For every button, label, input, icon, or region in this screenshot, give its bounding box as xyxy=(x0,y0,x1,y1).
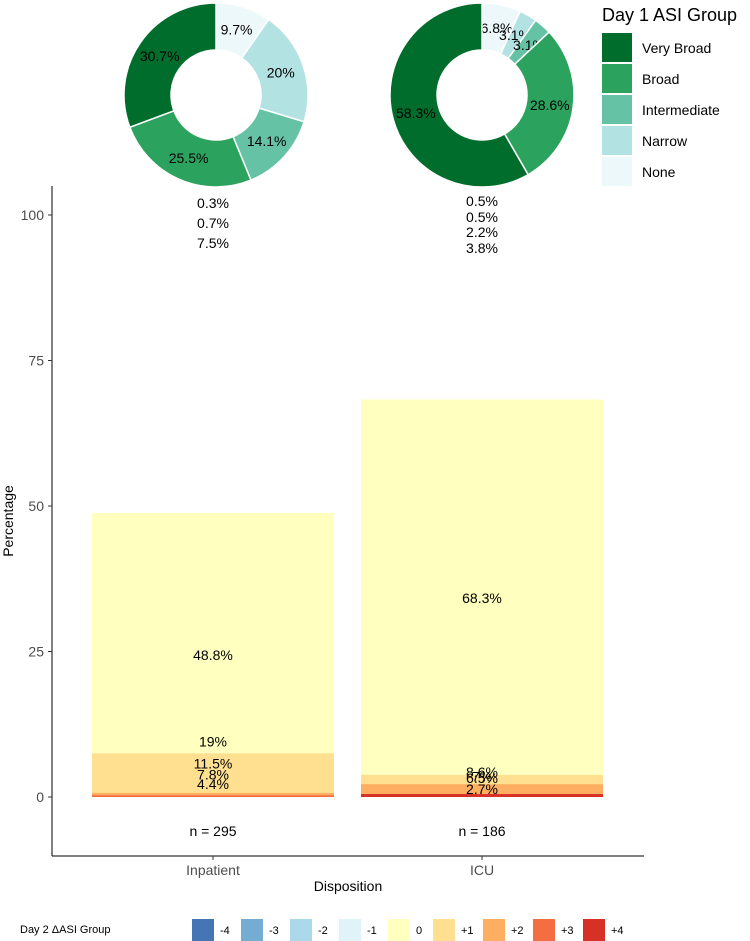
donut-legend-label-broad: Broad xyxy=(642,71,679,87)
bar-segment-label-icu-minus3: 6.5% xyxy=(466,770,498,786)
y-tick-label-25: 25 xyxy=(28,644,44,660)
bar-legend-swatch-plus3 xyxy=(533,919,555,941)
donut-legend: Day 1 ASI Group Very Broad Broad Intermedi… xyxy=(602,5,737,186)
bar-segment-label-icu-0: 68.3% xyxy=(462,590,502,606)
donut-legend-label-none: None xyxy=(642,164,676,180)
bar-legend-swatch-plus4 xyxy=(583,919,605,941)
donut-legend-label-intermediate: Intermediate xyxy=(642,102,720,118)
bar-legend-label-plus2: +2 xyxy=(511,925,524,937)
bar-legend-label-plus4: +4 xyxy=(611,925,624,937)
axes-layer xyxy=(51,186,644,857)
x-ticks-layer: Inpatient ICU xyxy=(186,856,494,878)
bar-segment-icu-0 xyxy=(361,399,603,797)
bar-legend-label-plus1: +1 xyxy=(461,925,474,937)
donut-slice-inpatient-broad xyxy=(128,109,252,188)
bar-segment-label-icu-minus4: 2.7% xyxy=(466,781,498,797)
donut-legend-swatch-narrow xyxy=(602,126,632,155)
donut-label-icu-broad: 28.6% xyxy=(530,97,570,113)
bar-segment-label-icu-plus3: 0.5% xyxy=(466,209,498,225)
bar-legend-swatch-minus1 xyxy=(339,919,361,941)
bar-segment-inpatient-plus2 xyxy=(92,792,334,797)
donut-legend-swatch-intermediate xyxy=(602,95,632,124)
donut-label-inpatient-broad: 25.5% xyxy=(169,150,209,166)
donut-label-inpatient-narrow: 20% xyxy=(267,65,295,81)
bar-segment-inpatient-plus1 xyxy=(92,753,334,797)
bar-segment-label-icu-plus4: 0.5% xyxy=(466,193,498,209)
donut-legend-swatch-very-broad xyxy=(602,33,632,62)
count-label-inpatient: n = 295 xyxy=(189,823,236,839)
bar-segment-inpatient-0 xyxy=(92,512,334,797)
y-tick-label-50: 50 xyxy=(28,498,44,514)
segment-labels-layer: 4.4%7.8%11.5% 19% 48.8% 7.5% 0.7% 0.3% 2.7%6.5… xyxy=(193,193,502,797)
bar-legend-label-minus1: -1 xyxy=(367,925,377,937)
bar-segment-label-icu-plus1: 3.8% xyxy=(466,240,498,256)
donut-label-inpatient-none: 9.7% xyxy=(221,22,253,38)
donut-legend-swatch-none xyxy=(602,157,632,186)
bar-segment-label-icu-minus2: 8.6% xyxy=(466,764,498,780)
donut-slice-inpatient-very-broad xyxy=(123,2,217,129)
bar-legend-swatch-minus3 xyxy=(241,919,263,941)
y-axis-title: Percentage xyxy=(0,485,16,557)
y-tick-label-75: 75 xyxy=(28,353,44,369)
bar-legend-swatch-plus1 xyxy=(433,919,455,941)
y-ticks-layer: 0 25 50 75 100 xyxy=(21,207,52,805)
bar-legend-swatch-0 xyxy=(388,919,410,941)
bar-segment-icu-plus4 xyxy=(361,794,603,797)
donut-slice-icu-very-broad xyxy=(389,2,530,188)
x-axis-title: Disposition xyxy=(314,878,382,894)
bar-legend-label-minus4: -4 xyxy=(220,925,230,937)
donut-slice-icu-broad xyxy=(503,31,575,176)
bar-legend-swatch-minus4 xyxy=(192,919,214,941)
bar-segment-label-inpatient-minus2: 11.5% xyxy=(194,756,233,772)
x-tick-label-icu: ICU xyxy=(470,862,494,878)
bar-legend-swatch-minus2 xyxy=(290,919,312,941)
donut-label-icu-very-broad: 58.3% xyxy=(396,105,436,121)
count-label-icu: n = 186 xyxy=(458,823,505,839)
bar-segment-label-inpatient-0: 48.8% xyxy=(193,647,233,663)
bar-legend-swatch-plus2 xyxy=(483,919,505,941)
donut-label-inpatient-very-broad: 30.7% xyxy=(140,48,180,64)
bar-segment-label-icu-minus1: 7% xyxy=(472,769,492,785)
bar-legend-label-plus3: +3 xyxy=(561,925,574,937)
counts-layer: n = 295 n = 186 xyxy=(189,823,505,839)
donut-legend-title: Day 1 ASI Group xyxy=(602,5,737,25)
donut-label-icu-none: 6.8% xyxy=(481,20,513,36)
y-tick-label-100: 100 xyxy=(21,207,45,223)
bar-legend: Day 2 ΔASI Group -4 -3 -2 -1 0 +1 +2 +3 +4 xyxy=(20,919,624,941)
donut-label-inpatient-intermediate: 14.1% xyxy=(247,133,287,149)
bars-layer xyxy=(92,399,603,797)
bar-legend-label-0: 0 xyxy=(416,925,422,937)
bar-segment-label-inpatient-plus1: 7.5% xyxy=(197,235,229,251)
bar-segment-label-inpatient-minus1: 19% xyxy=(199,734,227,750)
bar-segment-label-inpatient-minus3: 7.8% xyxy=(197,766,229,782)
bar-legend-label-minus2: -2 xyxy=(318,925,328,937)
donuts-layer: 9.7%20%14.1%25.5%30.7%6.8%3.1%3.1%28.6%5… xyxy=(123,2,575,188)
bar-segment-label-inpatient-plus2: 0.7% xyxy=(197,215,229,231)
x-tick-label-inpatient: Inpatient xyxy=(186,862,240,878)
bar-legend-title: Day 2 ΔASI Group xyxy=(20,924,111,936)
bar-segment-label-inpatient-plus3: 0.3% xyxy=(197,195,229,211)
bar-legend-label-minus3: -3 xyxy=(269,925,279,937)
donut-legend-label-very-broad: Very Broad xyxy=(642,40,711,56)
donut-legend-label-narrow: Narrow xyxy=(642,133,688,149)
bar-segment-label-inpatient-minus4: 4.4% xyxy=(197,776,229,792)
bar-segment-inpatient-plus3 xyxy=(92,795,334,797)
y-tick-label-0: 0 xyxy=(36,789,44,805)
donut-legend-swatch-broad xyxy=(602,64,632,93)
bar-segment-icu-plus2 xyxy=(361,784,603,797)
bar-segment-label-icu-plus2: 2.2% xyxy=(466,224,498,240)
